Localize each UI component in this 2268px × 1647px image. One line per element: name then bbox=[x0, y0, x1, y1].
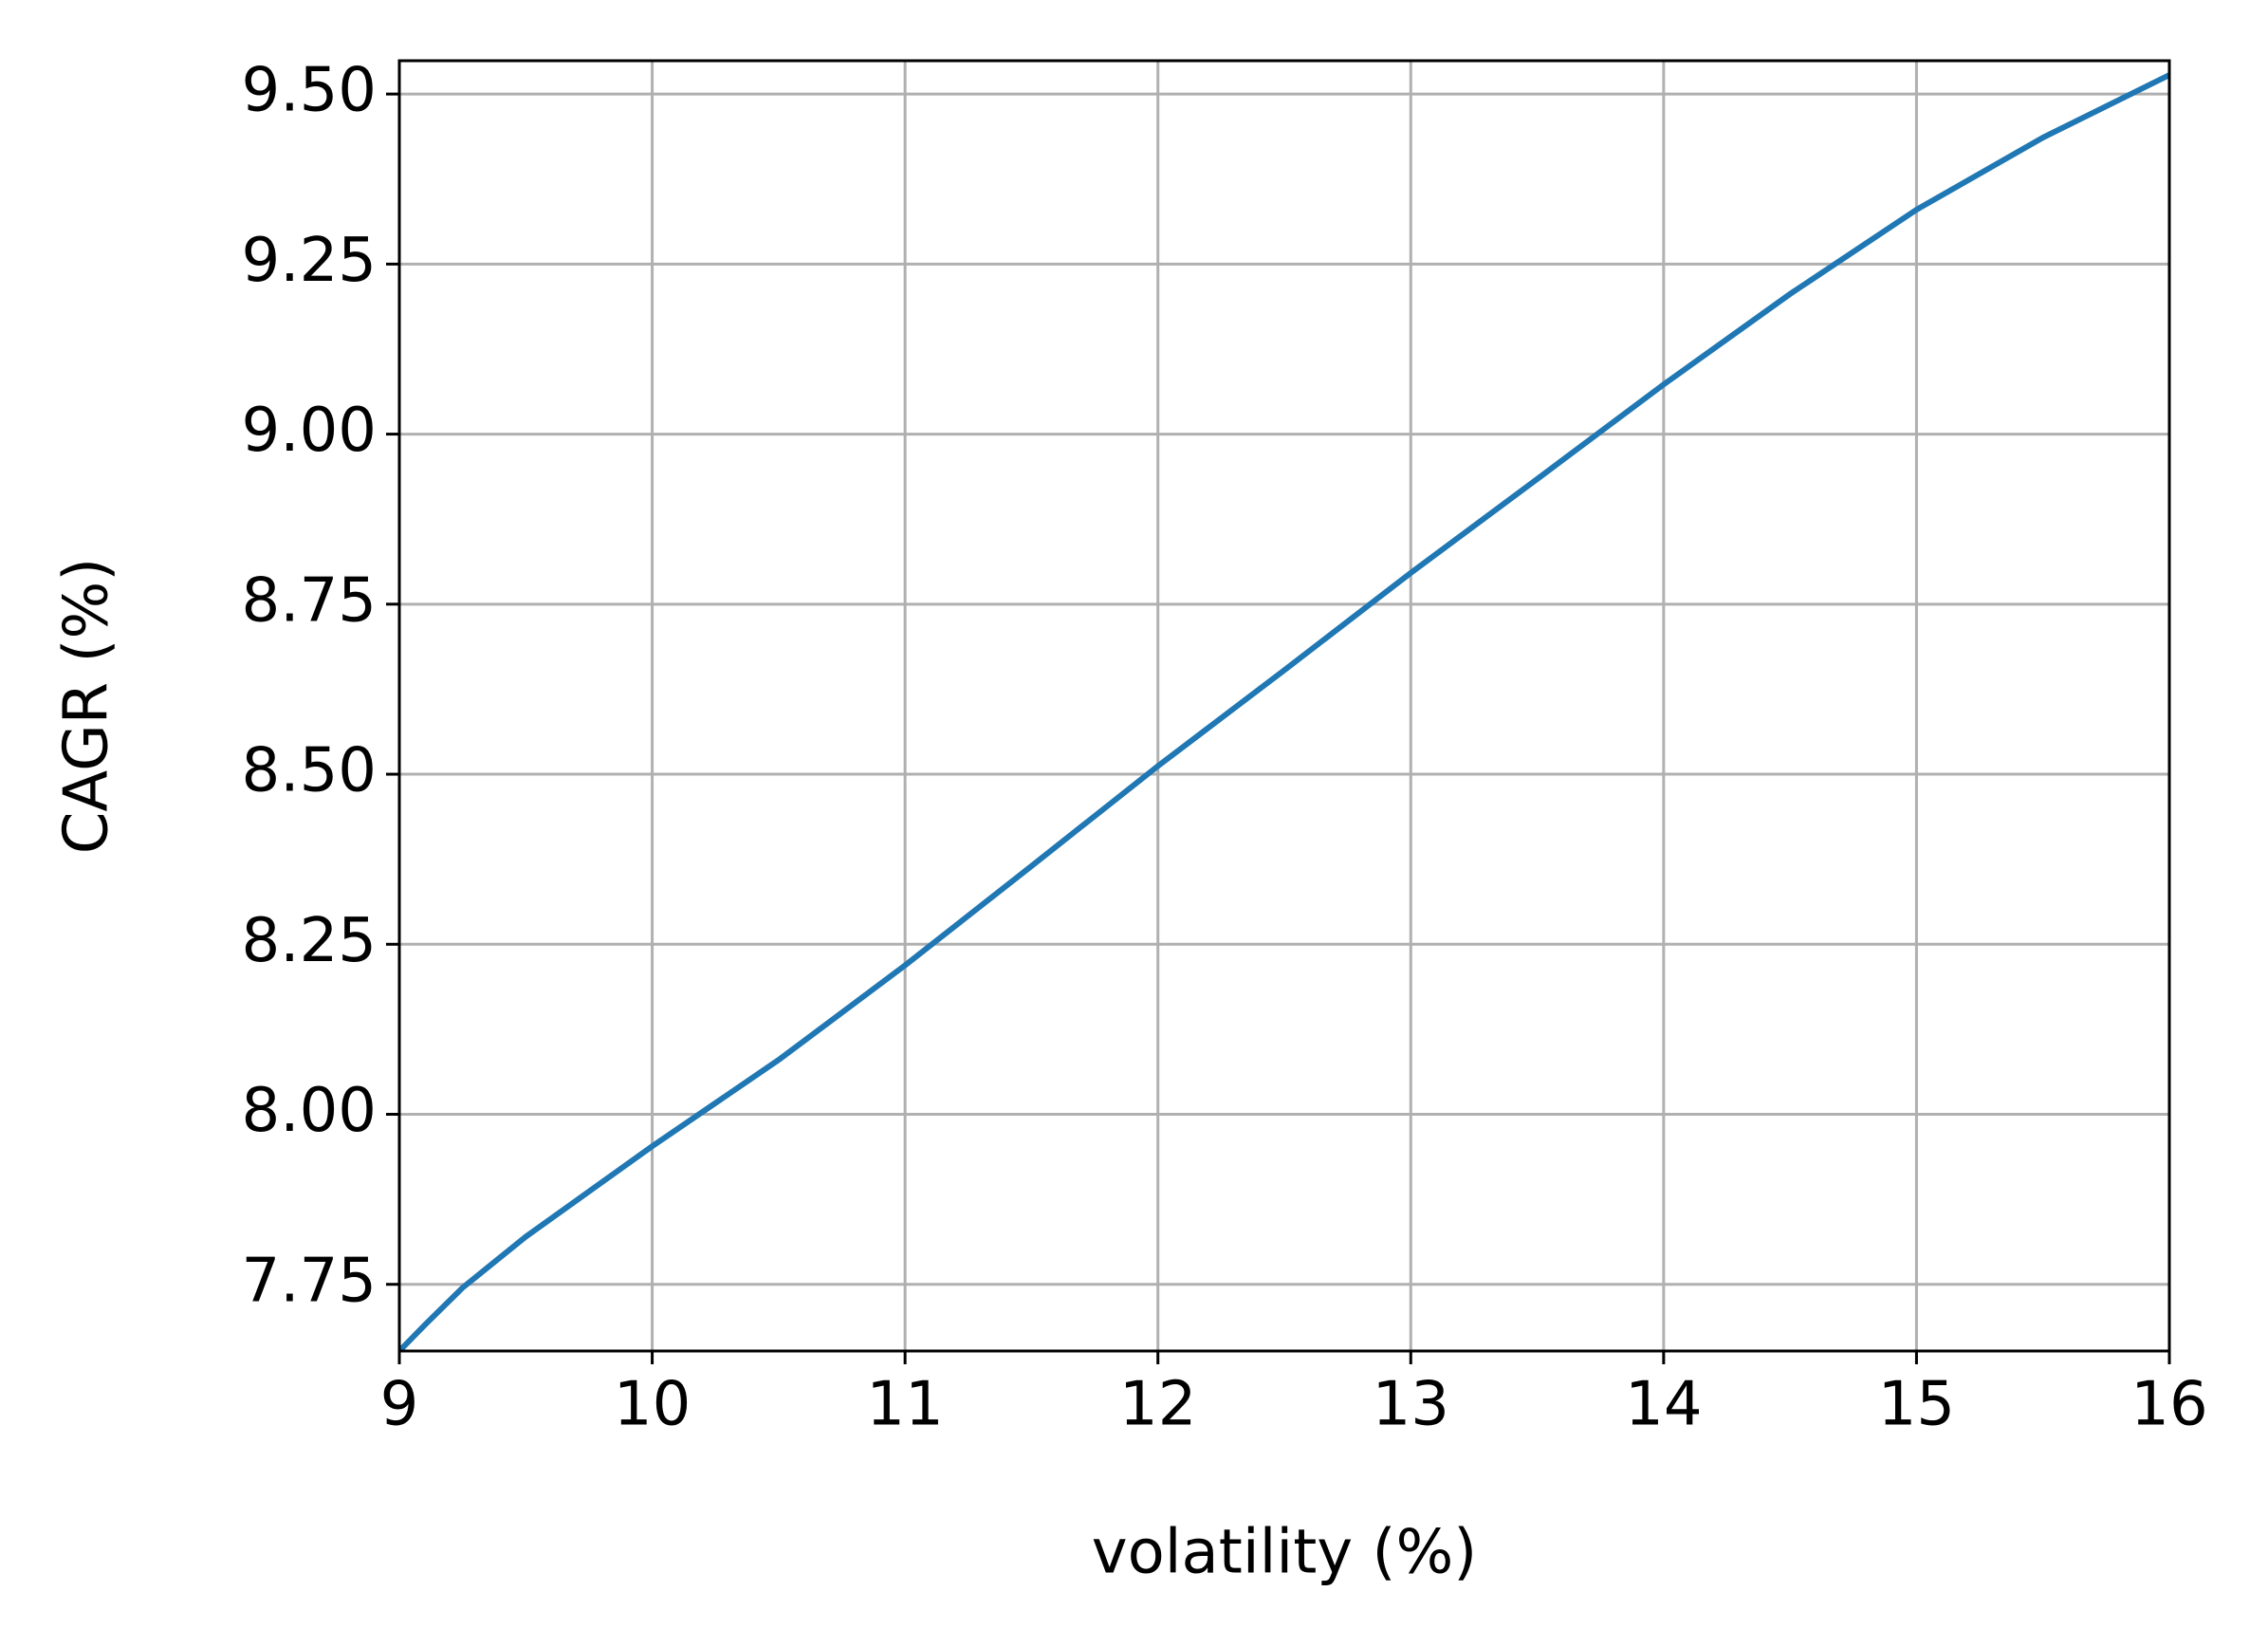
x-tick-label: 13 bbox=[1373, 1370, 1449, 1440]
y-tick-label: 8.00 bbox=[242, 1076, 378, 1146]
x-tick-label: 16 bbox=[2130, 1370, 2207, 1440]
y-tick-label: 8.50 bbox=[242, 736, 378, 806]
y-tick-label: 8.25 bbox=[242, 906, 378, 976]
y-tick-label: 9.50 bbox=[242, 56, 378, 126]
x-tick-label: 14 bbox=[1625, 1370, 1702, 1440]
y-tick-label: 7.75 bbox=[242, 1246, 378, 1316]
x-tick-label: 15 bbox=[1878, 1370, 1955, 1440]
x-tick-label: 9 bbox=[380, 1370, 419, 1440]
y-tick-label: 8.75 bbox=[242, 565, 378, 636]
x-tick-label: 10 bbox=[614, 1370, 691, 1440]
x-axis-label: volatility (%) bbox=[1092, 1518, 1478, 1588]
y-tick-label: 9.25 bbox=[242, 226, 378, 296]
data-line bbox=[399, 72, 2169, 1351]
plot-frame bbox=[397, 59, 2171, 1353]
x-tick-label: 12 bbox=[1119, 1370, 1196, 1440]
y-tick-label: 9.00 bbox=[242, 396, 378, 466]
x-tick-label: 11 bbox=[866, 1370, 943, 1440]
y-axis-label: CAGR (%) bbox=[52, 558, 122, 855]
